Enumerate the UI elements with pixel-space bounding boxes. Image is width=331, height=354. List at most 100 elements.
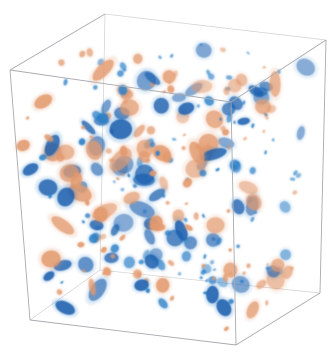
cube-edge (9, 69, 232, 103)
blue-blob (148, 188, 166, 202)
orange-blob (223, 262, 238, 278)
blue-blob (142, 209, 147, 214)
blue-blob (199, 276, 203, 280)
blue-blob (134, 164, 155, 185)
blue-blob (85, 213, 91, 219)
blue-blob (264, 150, 267, 155)
cube-edge (230, 39, 327, 103)
cube-edge (9, 13, 106, 71)
orange-blob (56, 289, 63, 295)
blue-blob (296, 58, 315, 76)
blue-blob (249, 167, 256, 175)
cube-edge (319, 39, 327, 294)
blue-blob (117, 70, 124, 77)
blue-blob (254, 211, 258, 215)
orange-blob (58, 59, 65, 66)
blue-blob (129, 200, 155, 218)
orange-blob (262, 129, 266, 133)
blue-blob (208, 73, 215, 80)
orange-blob (88, 278, 96, 296)
blue-blob (280, 249, 291, 261)
blue-blob (110, 244, 119, 253)
blue-blob (271, 138, 275, 142)
orange-blob (99, 233, 107, 240)
blue-blob (88, 233, 99, 243)
blue-blob (38, 179, 58, 196)
orange-blob (149, 170, 157, 177)
blue-blob (22, 163, 39, 176)
blue-blob (97, 112, 109, 124)
orange-blob (103, 267, 112, 276)
blue-blob (216, 299, 232, 317)
orange-blob (120, 99, 139, 116)
blue-blob (101, 99, 112, 114)
blue-blob (202, 213, 205, 218)
blue-blob (183, 217, 188, 222)
orange-blob (86, 48, 94, 57)
orange-blob (223, 86, 230, 96)
orange-blob (81, 125, 85, 130)
blue-blob (78, 138, 86, 146)
orange-blob (167, 85, 175, 94)
orange-blob (44, 134, 54, 142)
blue-blob (158, 55, 162, 60)
orange-blob (77, 241, 85, 248)
blue-blob (181, 251, 192, 262)
orange-blob (84, 199, 90, 206)
orange-blob (193, 212, 199, 220)
blue-blob (279, 201, 291, 213)
orange-blob (212, 277, 216, 281)
blue-blob (78, 256, 94, 273)
orange-blob (205, 110, 224, 129)
orange-blob (93, 207, 108, 222)
blue-blob (195, 42, 212, 58)
blue-blob (200, 269, 207, 275)
blue-blob (242, 100, 246, 105)
orange-blob (206, 217, 225, 234)
blue-blob (250, 216, 255, 222)
orange-blob (51, 216, 75, 235)
orange-blob (70, 172, 83, 190)
orange-blob (167, 260, 175, 266)
orange-blob (145, 158, 151, 163)
blue-blob (240, 279, 244, 284)
orange-blob (146, 126, 156, 135)
blue-blob (231, 199, 245, 215)
blue-blob (43, 271, 55, 281)
orange-blob (162, 70, 176, 84)
blue-blob (90, 162, 103, 176)
blue-blob (265, 266, 270, 270)
cube-edge (235, 292, 321, 346)
blue-blob (57, 187, 75, 207)
blue-blob (109, 119, 133, 140)
orange-blob (246, 193, 262, 211)
orange-blob (226, 209, 231, 213)
orange-blob (256, 279, 267, 289)
blue-blob (81, 220, 85, 224)
blue-blob (110, 224, 120, 236)
blue-blob (55, 300, 75, 315)
blue-blob (293, 170, 298, 176)
orange-blob (26, 116, 30, 120)
blue-blob (170, 54, 174, 58)
orange-blob (242, 271, 246, 275)
orange-blob (255, 99, 272, 115)
blue-blob (251, 123, 255, 128)
orange-blob (82, 269, 86, 273)
blue-blob (155, 150, 160, 156)
blue-blob (217, 137, 235, 149)
blue-blob (199, 43, 203, 46)
blue-blob (246, 51, 250, 55)
orange-blob (262, 66, 266, 69)
blue-blob (203, 254, 207, 259)
orange-blob (132, 269, 142, 279)
blue-blob (172, 137, 177, 141)
orange-blob (201, 264, 206, 268)
orange-blob (189, 141, 205, 164)
orange-blob (243, 136, 248, 141)
blue-blob (144, 72, 161, 85)
orange-blob (155, 278, 170, 293)
blue-blob (81, 120, 96, 135)
blue-blob (178, 102, 195, 115)
